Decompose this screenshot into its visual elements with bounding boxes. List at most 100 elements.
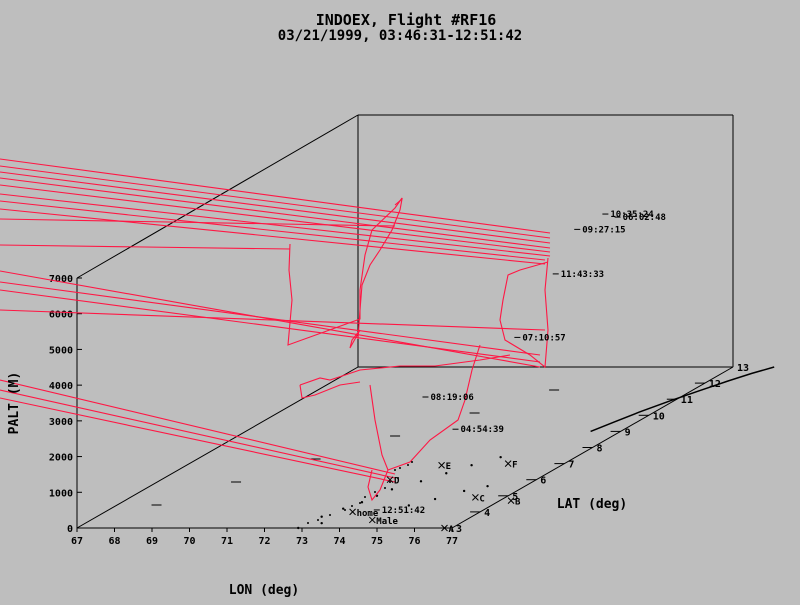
x-tick-label: 72: [258, 536, 270, 547]
track-segment: [299, 381, 361, 399]
waypoint-label: A: [449, 525, 455, 535]
island-dot: [342, 507, 345, 510]
x-tick-label: 71: [221, 536, 233, 547]
track-shadow-dot: [359, 502, 361, 504]
waypoint-home: home: [349, 508, 379, 519]
track-leg: [0, 218, 396, 227]
island-dot: [320, 521, 323, 525]
waypoint-label: home: [357, 509, 379, 519]
x-axis-title: LON (deg): [229, 583, 299, 598]
waypoint-marker-icon: [368, 516, 376, 524]
time-label-text: 07:10:57: [522, 333, 565, 343]
track-leg: [0, 244, 291, 250]
track-leg: [0, 289, 541, 363]
waypoint-a: A: [441, 524, 455, 535]
z-tick-label: 2000: [49, 453, 73, 464]
x-tick-label: 68: [108, 536, 120, 547]
waypoint-marker-icon: [507, 497, 515, 504]
track-leg: [0, 165, 551, 239]
z-tick-label: 6000: [49, 310, 73, 321]
track-segment: [367, 384, 389, 502]
track-leg: [0, 309, 546, 331]
waypoint-e: E: [438, 461, 451, 472]
x-tick-label: 70: [183, 536, 195, 547]
time-label-text: 08:19:06: [430, 393, 473, 403]
z-tick-label: 7000: [49, 274, 73, 285]
waypoint-marker-icon: [438, 461, 445, 469]
y-tick-label: 5: [512, 492, 518, 503]
z-tick-label: 1000: [49, 488, 73, 499]
track-shadow-dot: [384, 487, 386, 489]
y-tick-label: 12: [709, 379, 721, 390]
x-tick-label: 67: [71, 536, 83, 547]
time-label-text: 12:51:42: [382, 506, 425, 516]
time-label-3: 11:43:33: [552, 270, 604, 280]
track-shadow-dot: [399, 467, 401, 469]
floor-left-edge: [76, 366, 359, 529]
track-segment: [349, 329, 361, 349]
x-tick-label: 77: [446, 536, 458, 547]
track-shadow-dot: [351, 505, 353, 507]
track-shadow-dot: [407, 464, 409, 466]
waypoint-label: E: [446, 462, 451, 472]
waypoint-marker-icon: [504, 460, 512, 467]
y-tick-label: 6: [540, 476, 546, 487]
waypoint-f: F: [504, 460, 518, 471]
chart-title: INDOEX, Flight #RF16: [316, 11, 497, 29]
time-label-text: 06:02:48: [623, 213, 666, 223]
island-dot: [470, 464, 473, 467]
time-label-0: 06:02:48: [614, 213, 666, 223]
island-dot: [320, 515, 323, 518]
time-label-6: 04:54:39: [452, 425, 504, 435]
track-leg: [0, 177, 551, 249]
island-dot: [445, 472, 448, 475]
box-back-left-edge: [76, 114, 359, 279]
waypoint-label: Male: [376, 517, 398, 527]
track-shadow-dot: [394, 469, 396, 471]
track-leg: [0, 397, 396, 483]
y-tick-label: 13: [737, 363, 749, 374]
x-tick-label: 69: [146, 536, 158, 547]
waypoint-c: C: [472, 494, 485, 504]
z-axis-title: PALT (M): [7, 372, 22, 435]
time-label-1: 10:35:24: [602, 210, 654, 220]
island-dot: [486, 484, 489, 488]
z-tick-label: 0: [67, 524, 73, 535]
time-label-7: 12:51:42: [373, 506, 425, 516]
track-segment: [357, 197, 403, 340]
track-leg: [0, 193, 551, 257]
waypoint-marker-icon: [441, 524, 448, 532]
track-shadow-dot: [344, 509, 346, 511]
time-label-text: 11:43:33: [561, 270, 604, 280]
track-leg: [0, 379, 396, 475]
y-tick-label: 9: [625, 427, 631, 438]
track-leg: [0, 158, 551, 234]
axis-ticks: 67 68 69 70 71 72 73 74 75 76 77345678910111213010…: [49, 274, 749, 547]
waypoint-d: D: [386, 476, 400, 487]
waypoint-label: D: [394, 477, 400, 487]
track-shadow-dot: [329, 514, 331, 516]
track-shadow-dot: [411, 461, 413, 463]
track-segment: [387, 344, 481, 471]
chart-subtitle: 03/21/1999, 03:46:31-12:51:42: [278, 28, 522, 44]
track-segment: [499, 257, 549, 369]
x-tick-label: 76: [408, 536, 420, 547]
track-leg: [0, 171, 551, 244]
waypoint-b: B: [507, 497, 521, 508]
track-shadow-dot: [374, 491, 376, 493]
island-dot: [407, 504, 411, 507]
z-tick-label: 4000: [49, 381, 73, 392]
y-axis-title: LAT (deg): [557, 497, 627, 512]
time-label-text: 09:27:15: [582, 225, 625, 235]
island-dot: [462, 489, 466, 493]
track-leg: [0, 389, 396, 479]
waypoint-label: B: [515, 498, 521, 508]
coastline: [297, 366, 775, 530]
waypoint-male: Male: [368, 516, 399, 527]
z-tick-label: 3000: [49, 417, 73, 428]
flight-track: [0, 158, 551, 524]
y-tick-label: 11: [681, 395, 693, 406]
